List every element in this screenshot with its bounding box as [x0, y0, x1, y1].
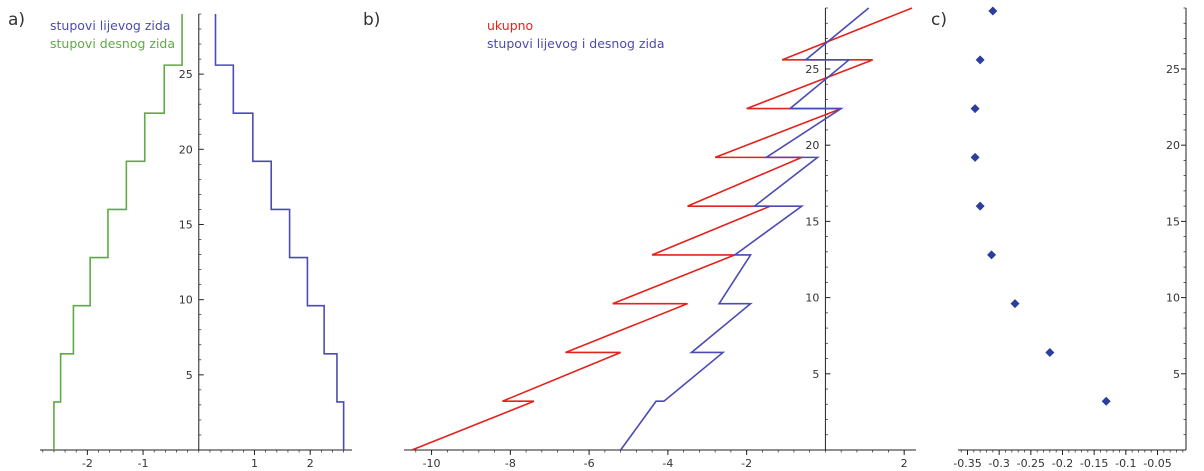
- series-line-2: [53, 14, 183, 450]
- series-line-1: [214, 14, 345, 450]
- scatter-point: [988, 6, 998, 16]
- panel-label-c: c): [931, 10, 947, 30]
- panel-label-b: b): [363, 10, 381, 30]
- x-tick-label: 2: [901, 457, 908, 470]
- y-tick-label: 20: [179, 143, 193, 156]
- scatter-point: [975, 201, 985, 211]
- legend-entry: stupovi lijevog zida: [50, 18, 170, 33]
- x-tick-label: -8: [505, 457, 516, 470]
- scatter-point: [987, 250, 997, 260]
- y-tick-label: 25: [179, 68, 193, 81]
- x-tick-label: -0.15: [1080, 457, 1108, 470]
- panel-label-a: a): [8, 10, 26, 30]
- x-tick-label: -4: [662, 457, 673, 470]
- y-tick-label: 15: [179, 218, 193, 231]
- y-tick-label: 10: [1166, 292, 1180, 305]
- y-tick-label: 5: [1173, 368, 1180, 381]
- series-line-1: [411, 7, 913, 451]
- scatter-point: [1045, 347, 1055, 357]
- x-tick-label: -0.1: [1115, 457, 1136, 470]
- legend-entry: stupovi lijevog i desnog zida: [487, 36, 665, 51]
- panel-c: -0.35 -0.3 -0.25 -0.2 -0.15 -0.1 -0.05 5 10 15 20 2…: [953, 6, 1187, 470]
- y-tick-label: 5: [186, 369, 193, 382]
- x-tick-label: -10: [423, 457, 441, 470]
- x-tick-label: 2: [307, 457, 314, 470]
- y-tick-label: 5: [812, 368, 819, 381]
- y-tick-label: 25: [805, 63, 819, 76]
- x-tick-label: -1: [138, 457, 149, 470]
- y-tick-label: 20: [805, 139, 819, 152]
- y-tick-label: 15: [805, 215, 819, 228]
- scatter-point: [970, 104, 980, 114]
- legend-entry: stupovi desnog zida: [50, 36, 175, 51]
- legend-entry: ukupno: [487, 18, 533, 33]
- x-tick-label: -2: [741, 457, 752, 470]
- x-tick-label: -0.25: [1017, 457, 1045, 470]
- x-tick-label: -0.3: [988, 457, 1009, 470]
- y-tick-label: 15: [1166, 215, 1180, 228]
- x-tick-label: -0.2: [1052, 457, 1073, 470]
- y-tick-label: 20: [1166, 139, 1180, 152]
- y-tick-label: 10: [179, 294, 193, 307]
- scatter-point: [970, 152, 980, 162]
- x-tick-label: -0.35: [953, 457, 981, 470]
- series-line-2: [619, 7, 870, 451]
- x-tick-label: -0.05: [1143, 457, 1171, 470]
- scatter-point: [1010, 299, 1020, 309]
- y-tick-label: 10: [805, 292, 819, 305]
- scatter-point: [975, 55, 985, 65]
- x-tick-label: 1: [251, 457, 258, 470]
- x-tick-label: -2: [82, 457, 93, 470]
- scatter-point: [1101, 396, 1111, 406]
- y-tick-label: 25: [1166, 63, 1180, 76]
- x-tick-label: -6: [584, 457, 595, 470]
